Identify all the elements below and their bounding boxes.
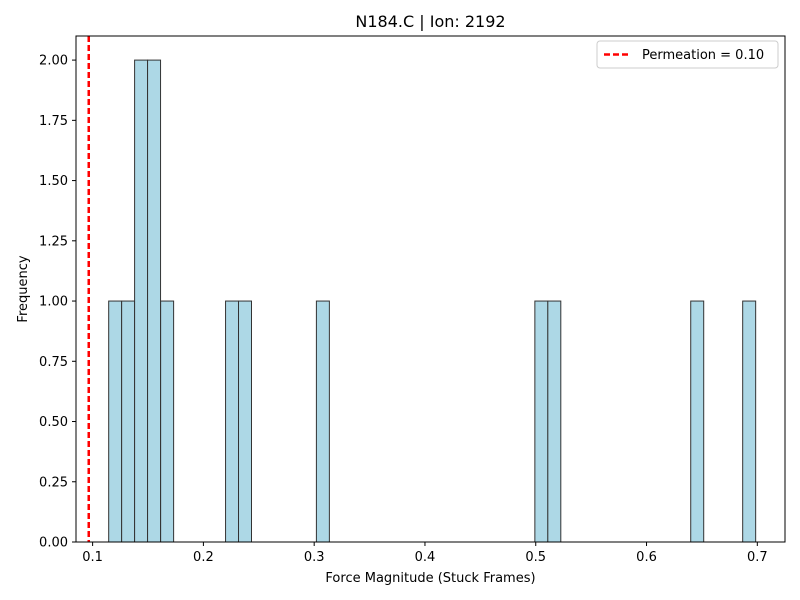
y-tick-label: 0.50 <box>39 415 68 430</box>
histogram-bar <box>225 300 240 543</box>
histogram-bar <box>547 300 562 543</box>
histogram-bar <box>534 300 549 543</box>
legend-threshold-label: Permeation = 0.10 <box>642 48 764 63</box>
y-tick-label: 1.75 <box>39 114 68 129</box>
chart-title: N184.C | Ion: 2192 <box>355 12 505 31</box>
x-tick-label: 0.6 <box>636 550 657 565</box>
y-axis-label: Frequency <box>16 255 31 322</box>
legend: Permeation = 0.10 <box>596 40 779 69</box>
x-tick-label: 0.1 <box>82 550 103 565</box>
histogram-bar <box>121 300 136 543</box>
x-axis-label: Force Magnitude (Stuck Frames) <box>325 571 535 586</box>
y-axis-ticks: 0.00 0.25 0.50 0.75 1.00 1.25 1.50 1.75 2.00 <box>39 54 76 551</box>
x-tick-label: 0.7 <box>747 550 768 565</box>
x-tick-label: 0.5 <box>525 550 546 565</box>
histogram-bar <box>134 59 149 543</box>
histogram-bar <box>690 300 705 543</box>
x-tick-label: 0.2 <box>193 550 214 565</box>
y-tick-label: 1.25 <box>39 234 68 249</box>
histogram-bar <box>742 300 757 543</box>
legend-box <box>596 40 779 69</box>
histogram-bar <box>315 300 330 543</box>
y-tick-label: 1.50 <box>39 174 68 189</box>
y-tick-label: 0.25 <box>39 475 68 490</box>
x-tick-label: 0.3 <box>304 550 325 565</box>
y-tick-label: 1.00 <box>39 295 68 310</box>
bars-group <box>108 59 757 543</box>
x-tick-label: 0.4 <box>415 550 436 565</box>
histogram-bar <box>147 59 162 543</box>
histogram-bar <box>160 300 175 543</box>
histogram-bar <box>108 300 123 543</box>
x-axis-ticks: 0.1 0.2 0.3 0.4 0.5 0.6 0.7 <box>82 542 768 565</box>
histogram-bar <box>238 300 252 543</box>
plot-frame <box>75 35 786 543</box>
y-tick-label: 0.00 <box>39 536 68 551</box>
y-tick-label: 0.75 <box>39 355 68 370</box>
y-tick-label: 2.00 <box>39 54 68 69</box>
